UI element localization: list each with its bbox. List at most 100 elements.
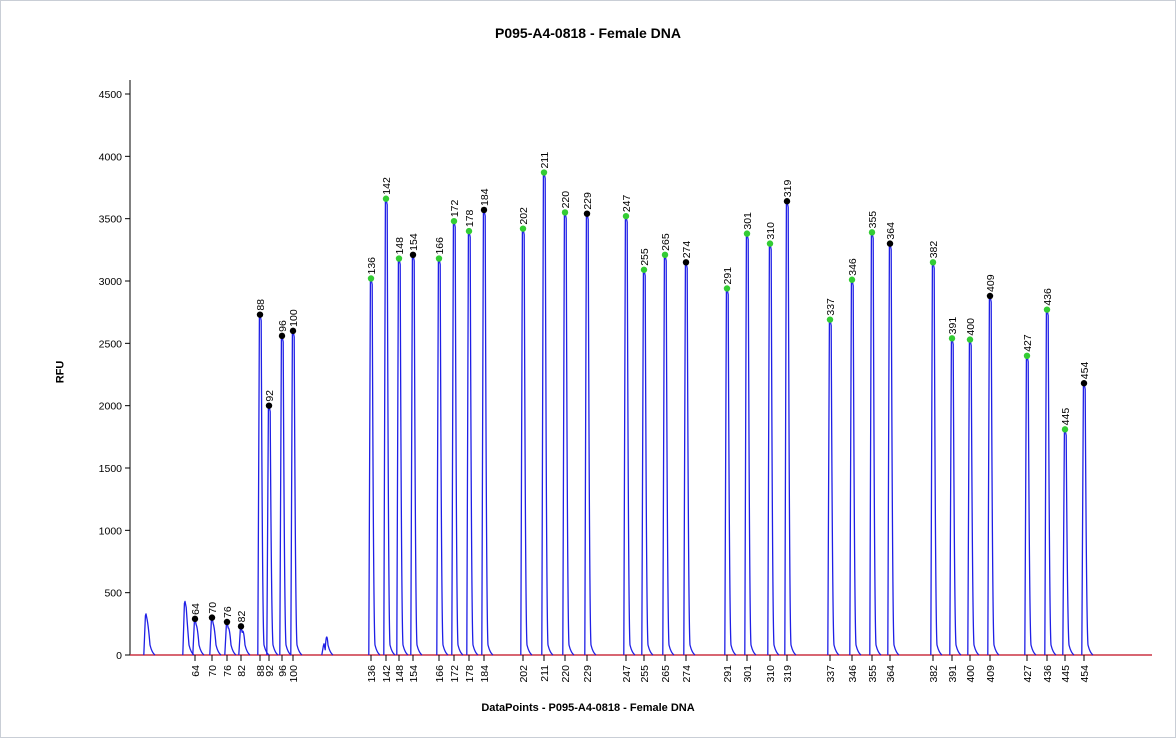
x-tick-label: 100: [288, 665, 300, 683]
peak-marker: [367, 275, 375, 282]
peak-trace: [784, 200, 797, 656]
y-tick-label: 1500: [99, 463, 123, 475]
peak-label: 346: [847, 258, 859, 276]
peak-trace: [949, 337, 962, 656]
peak-label: 364: [885, 222, 897, 240]
peak-trace: [257, 314, 270, 656]
peak-label: 76: [222, 606, 234, 618]
peak-marker: [743, 230, 751, 237]
peak-marker: [766, 240, 774, 247]
peak-marker: [1061, 426, 1069, 433]
peak-label: 319: [782, 180, 794, 198]
peak-trace: [827, 318, 840, 656]
peak-label: 220: [560, 191, 572, 209]
peak-trace: [290, 330, 303, 656]
peak-trace: [724, 287, 737, 656]
x-tick-label: 154: [408, 665, 420, 683]
peak-marker: [1080, 380, 1088, 387]
peak-marker: [848, 276, 856, 283]
peak-marker: [561, 209, 569, 216]
x-tick-label: 291: [722, 665, 734, 683]
peak-label: 82: [236, 610, 248, 622]
peak-label: 310: [765, 222, 777, 240]
peak-label: 445: [1060, 408, 1072, 426]
x-tick-label: 202: [518, 665, 530, 683]
peak-trace: [451, 220, 464, 656]
peak-label-group: 6464707076768282888892929696100100136136…: [190, 152, 1091, 683]
peak-label: 64: [190, 603, 202, 615]
x-tick-label: 364: [885, 665, 897, 683]
peak-trace: [209, 616, 222, 656]
peak-trace: [238, 625, 251, 656]
y-tick-label: 3000: [99, 276, 123, 288]
x-tick-label: 184: [479, 665, 491, 683]
peak-label: 172: [449, 199, 461, 217]
peak-label: 291: [722, 267, 734, 285]
peak-marker: [435, 255, 443, 262]
x-axis-label: DataPoints - P095-A4-0818 - Female DNA: [481, 702, 695, 714]
x-tick-label: 454: [1079, 665, 1091, 683]
peak-label: 436: [1042, 288, 1054, 306]
x-tick-label: 148: [394, 665, 406, 683]
x-tick-label: 178: [464, 665, 476, 683]
peak-label: 96: [277, 320, 289, 332]
peak-trace: [987, 295, 1000, 656]
y-tick-label: 2500: [99, 338, 123, 350]
x-tick-label: 382: [928, 665, 940, 683]
peak-marker: [223, 618, 231, 626]
peak-label: 229: [582, 192, 594, 210]
peak-label: 255: [639, 248, 651, 266]
peak-marker: [1023, 352, 1031, 359]
x-tick-label: 265: [660, 665, 672, 683]
x-tick-label: 82: [236, 665, 248, 677]
peak-marker: [640, 266, 648, 273]
peak-marker: [661, 251, 669, 259]
peak-marker: [783, 198, 791, 205]
peak-trace: [887, 242, 900, 656]
peak-trace: [967, 338, 980, 656]
peak-label: 391: [947, 317, 959, 335]
peak-trace: [1024, 355, 1037, 656]
y-tick-label: 1000: [99, 525, 123, 537]
x-tick-label: 319: [782, 665, 794, 683]
peak-trace: [1062, 428, 1075, 656]
x-tick-label: 274: [681, 665, 693, 683]
peak-label: 247: [621, 194, 633, 212]
peak-marker: [1043, 306, 1051, 313]
x-tick-label: 220: [560, 665, 572, 683]
x-tick-label: 229: [582, 665, 594, 683]
x-tick-label: 355: [867, 665, 879, 683]
peak-marker: [826, 316, 834, 323]
peak-marker: [278, 332, 286, 340]
peak-trace: [1081, 382, 1094, 656]
peak-marker: [583, 210, 591, 217]
x-tick-label: 166: [434, 665, 446, 683]
peak-trace: [584, 213, 597, 656]
peak-marker: [966, 336, 974, 343]
chart-title: P095-A4-0818 - Female DNA: [495, 25, 681, 41]
peak-marker: [191, 615, 199, 623]
peak-trace: [436, 257, 449, 656]
peak-label: 148: [394, 237, 406, 255]
peak-trace: [849, 279, 862, 656]
peak-trace: [466, 230, 479, 656]
peak-label: 88: [255, 299, 267, 311]
peak-trace: [410, 254, 423, 656]
peak-trace: [520, 227, 533, 656]
peak-label: 355: [867, 211, 879, 229]
peak-trace: [368, 277, 381, 656]
peak-trace: [1044, 309, 1057, 656]
peak-marker: [519, 225, 527, 232]
peak-label: 166: [434, 237, 446, 255]
peak-trace: [662, 254, 675, 656]
x-tick-label: 88: [255, 665, 267, 677]
x-tick-label: 400: [965, 665, 977, 683]
peak-marker: [409, 251, 417, 259]
peak-label: 70: [207, 602, 219, 614]
x-tick-label: 64: [190, 665, 202, 677]
peak-trace: [481, 209, 494, 656]
x-tick-label: 445: [1060, 665, 1072, 683]
peak-marker: [465, 227, 473, 235]
